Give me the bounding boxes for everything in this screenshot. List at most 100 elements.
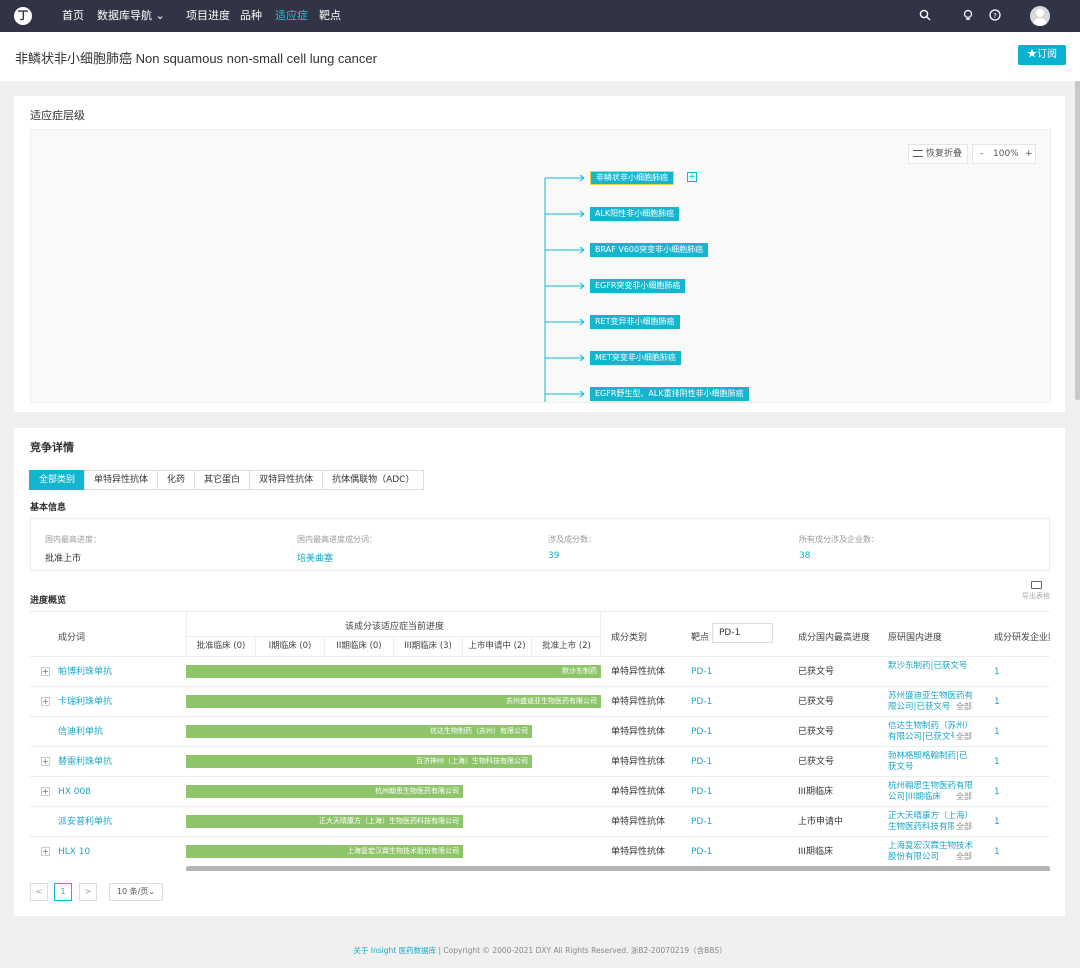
export-label: 导出表格 (1022, 592, 1050, 600)
ingredient-link[interactable]: HX 008 (58, 787, 91, 797)
status-cell: 已获文号 (798, 667, 835, 677)
target-link[interactable]: PD-1 (691, 817, 713, 827)
subscribe-button[interactable]: ★订阅 (1018, 45, 1066, 65)
show-all-link[interactable]: 全部 (954, 821, 972, 832)
original-progress-link[interactable]: 信达生物制药（苏州）有限公司|已获文号 (888, 721, 974, 742)
progress-bar[interactable]: 上海复宏汉霖生物技术股份有限公司 (186, 845, 463, 858)
progress-bar[interactable]: 杭州翰思生物医药有限公司 (186, 785, 463, 798)
target-link[interactable]: PD-1 (691, 727, 713, 737)
nav-indications[interactable]: 适应症 (275, 9, 308, 22)
expand-row-icon[interactable]: + (41, 847, 50, 856)
expand-row-icon[interactable]: + (41, 757, 50, 766)
help-icon[interactable]: ? (988, 9, 1002, 23)
target-link[interactable]: PD-1 (691, 847, 713, 857)
target-link[interactable]: PD-1 (691, 667, 713, 677)
progress-bar[interactable]: 默沙东制药 (186, 665, 601, 678)
status-cell: 已获文号 (798, 757, 835, 767)
category-cell: 单特异性抗体 (611, 757, 666, 767)
restore-fold-button[interactable]: 恢复折叠 (908, 144, 968, 164)
ingredient-count-link[interactable]: 39 (548, 551, 560, 561)
original-progress-link[interactable]: 正大天晴康方（上海）生物医药科技有限公司 (888, 811, 974, 832)
ingredient-link[interactable]: 派安普利单抗 (58, 817, 113, 827)
nav-drugs[interactable]: 品种 (240, 9, 262, 22)
company-count-link[interactable]: 1 (994, 787, 1000, 797)
nav-project-progress[interactable]: 项目进度 (186, 9, 230, 22)
page-scrollbar[interactable] (1075, 32, 1080, 400)
ingredient-link[interactable]: 信迪利单抗 (58, 727, 104, 737)
expand-node-icon[interactable]: + (687, 172, 697, 182)
tree-node-egfr[interactable]: EGFR突变非小细胞肺癌 (590, 279, 686, 293)
tree-node-ret[interactable]: RET变异非小细胞肺癌 (590, 315, 680, 329)
company-count-link[interactable]: 38 (799, 551, 811, 561)
original-progress-link[interactable]: 默沙东制药|已获文号 (888, 661, 968, 671)
about-link[interactable]: 关于 Insight 医药数据库 (353, 946, 437, 955)
ingredient-link[interactable]: HLX 10 (58, 847, 91, 857)
company-count-link[interactable]: 1 (994, 757, 1000, 767)
tab-chemical[interactable]: 化药 (157, 470, 196, 490)
table-row: 派安普利单抗 正大天晴康方（上海）生物医药科技有限公司 单特异性抗体 PD-1 上市申请… (30, 806, 1050, 836)
expand-row-icon[interactable]: + (41, 697, 50, 706)
nav-targets[interactable]: 靶点 (319, 9, 341, 22)
company-count-link[interactable]: 1 (994, 817, 1000, 827)
show-all-link[interactable]: 全部 (954, 851, 972, 862)
tab-monospecific-antibody[interactable]: 单特异性抗体 (84, 470, 159, 490)
target-link[interactable]: PD-1 (691, 757, 713, 767)
top-ingredient-link[interactable]: 培美曲塞 (297, 554, 334, 564)
nav-home[interactable]: 首页 (62, 9, 84, 22)
ingredient-link[interactable]: 帕博利珠单抗 (58, 667, 113, 677)
basic-value: 批准上市 (45, 554, 82, 564)
tab-adc[interactable]: 抗体偶联物（ADC） (322, 470, 425, 490)
tree-node-met[interactable]: MET突变非小细胞肺癌 (590, 351, 681, 365)
logo-icon[interactable]: 丁 (14, 7, 32, 25)
page-1-button[interactable]: 1 (54, 883, 72, 901)
table-scrollbar[interactable] (186, 866, 1050, 871)
bulb-icon[interactable] (961, 9, 975, 23)
next-page-button[interactable]: > (79, 883, 97, 901)
company-count-link[interactable]: 1 (994, 667, 1000, 677)
tree-node-root[interactable]: 非鳞状非小细胞肺癌 (590, 171, 674, 185)
ingredient-link[interactable]: 替雷利珠单抗 (58, 757, 113, 767)
tree-node-egfr-wild[interactable]: EGFR野生型、ALK重排阴性非小细胞肺癌 (590, 387, 749, 401)
original-progress-link[interactable]: 苏州盛迪亚生物医药有限公司|已获文号 (888, 691, 974, 712)
show-all-link[interactable]: 全部 (954, 731, 972, 742)
avatar[interactable] (1030, 6, 1050, 26)
original-progress-link[interactable]: 杭州翰思生物医药有限公司|III期临床 (888, 781, 974, 802)
zoom-out-button[interactable]: - (980, 149, 984, 159)
tab-all[interactable]: 全部类别 (29, 470, 86, 490)
phase-3: III期临床 (3) (393, 636, 462, 656)
original-progress-link[interactable]: 勃林格殷格翰制药|已获文号 (888, 751, 968, 772)
tab-bispecific-antibody[interactable]: 双特异性抗体 (249, 470, 324, 490)
expand-row-icon[interactable]: + (41, 787, 50, 796)
progress-bar[interactable]: 苏州盛迪亚生物医药有限公司 (186, 695, 601, 708)
ingredient-link[interactable]: 卡瑞利珠单抗 (58, 697, 113, 707)
company-count-link[interactable]: 1 (994, 847, 1000, 857)
progress-bar[interactable]: 百济神州（上海）生物科技有限公司 (186, 755, 532, 768)
prev-page-button[interactable]: < (30, 883, 48, 901)
original-progress-link[interactable]: 上海复宏汉霖生物技术股份有限公司 (888, 841, 974, 862)
target-filter-input[interactable]: PD-1 (712, 623, 773, 643)
nav-database[interactable]: 数据库导航 ⌄ (97, 9, 165, 22)
page-size-select[interactable]: 10 条/页⌄ (109, 883, 163, 901)
category-cell: 单特异性抗体 (611, 727, 666, 737)
show-all-link[interactable]: 全部 (954, 701, 972, 712)
company-count-link[interactable]: 1 (994, 697, 1000, 707)
progress-bar[interactable]: 信达生物制药（苏州）有限公司 (186, 725, 532, 738)
export-table-button[interactable]: 导出表格 (1020, 581, 1052, 601)
table-row: + HLX 10 上海复宏汉霖生物技术股份有限公司 单特异性抗体 PD-1 III期临床 上… (30, 836, 1050, 866)
search-icon[interactable] (918, 9, 932, 23)
tree-node-alk[interactable]: ALK阳性非小细胞肺癌 (590, 207, 680, 221)
target-link[interactable]: PD-1 (691, 787, 713, 797)
zoom-in-button[interactable]: + (1025, 149, 1033, 159)
hierarchy-canvas[interactable]: 恢复折叠 - 100% + 非鳞状非小细胞肺癌 + ALK阳性非小细胞肺癌 BR… (30, 129, 1051, 403)
target-link[interactable]: PD-1 (691, 697, 713, 707)
zoom-value: 100% (993, 149, 1019, 159)
tree-node-braf[interactable]: BRAF V600突变非小细胞肺癌 (590, 243, 709, 257)
category-tabs: 全部类别 单特异性抗体 化药 其它蛋白 双特异性抗体 抗体偶联物（ADC） (29, 470, 425, 490)
category-cell: 单特异性抗体 (611, 817, 666, 827)
phase-approved-clinical: 批准临床 (0) (186, 636, 255, 656)
tab-other-protein[interactable]: 其它蛋白 (194, 470, 251, 490)
expand-row-icon[interactable]: + (41, 667, 50, 676)
progress-bar[interactable]: 正大天晴康方（上海）生物医药科技有限公司 (186, 815, 463, 828)
company-count-link[interactable]: 1 (994, 727, 1000, 737)
show-all-link[interactable]: 全部 (954, 791, 972, 802)
